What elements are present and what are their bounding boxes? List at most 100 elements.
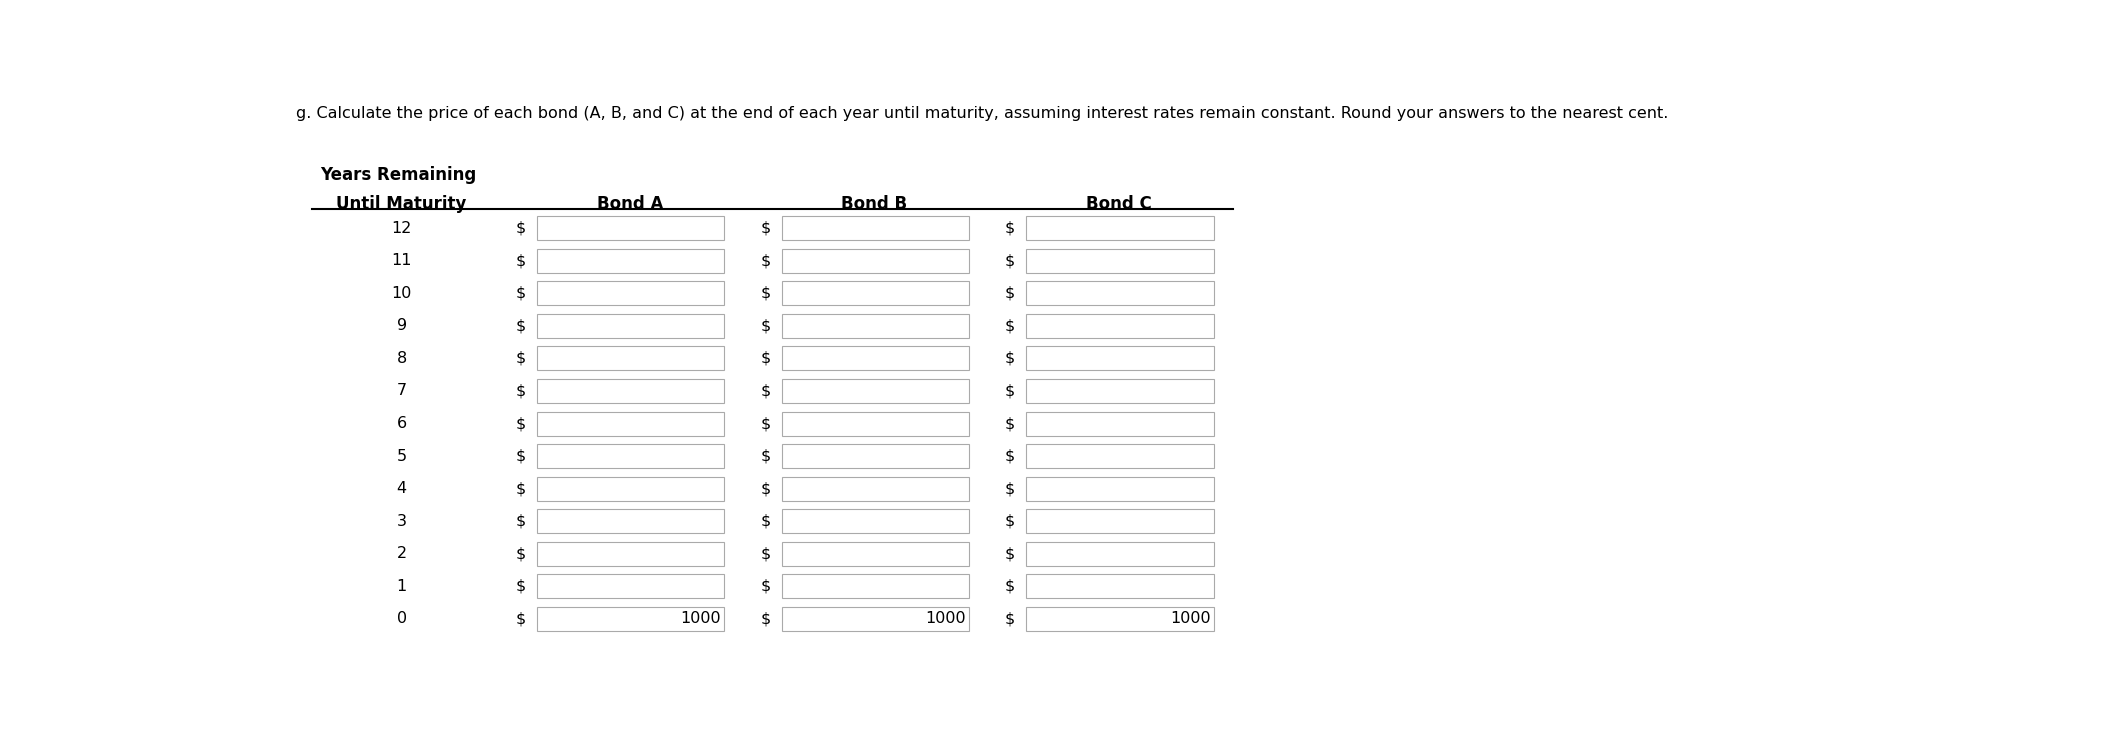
Text: $: $ <box>1006 611 1014 626</box>
FancyBboxPatch shape <box>781 509 970 533</box>
FancyBboxPatch shape <box>537 444 724 468</box>
Text: $: $ <box>1006 579 1014 594</box>
Text: $: $ <box>760 482 770 496</box>
FancyBboxPatch shape <box>1027 509 1214 533</box>
Text: 10: 10 <box>391 286 412 301</box>
Text: $: $ <box>1006 384 1014 398</box>
FancyBboxPatch shape <box>537 379 724 403</box>
FancyBboxPatch shape <box>537 509 724 533</box>
FancyBboxPatch shape <box>1027 347 1214 370</box>
Text: 7: 7 <box>396 384 406 398</box>
Text: 6: 6 <box>396 416 406 431</box>
Text: $: $ <box>515 611 526 626</box>
FancyBboxPatch shape <box>781 542 970 566</box>
Text: $: $ <box>1006 482 1014 496</box>
FancyBboxPatch shape <box>1027 542 1214 566</box>
Text: Until Maturity: Until Maturity <box>337 194 467 213</box>
Text: $: $ <box>1006 546 1014 562</box>
FancyBboxPatch shape <box>781 476 970 501</box>
Text: 4: 4 <box>396 482 406 496</box>
Text: $: $ <box>1006 318 1014 333</box>
Text: $: $ <box>515 351 526 366</box>
Text: $: $ <box>760 579 770 594</box>
Text: $: $ <box>760 286 770 301</box>
Text: $: $ <box>515 546 526 562</box>
FancyBboxPatch shape <box>1027 314 1214 338</box>
Text: $: $ <box>760 611 770 626</box>
Text: Bond C: Bond C <box>1086 194 1153 213</box>
FancyBboxPatch shape <box>537 542 724 566</box>
FancyBboxPatch shape <box>781 314 970 338</box>
Text: 9: 9 <box>396 318 406 333</box>
Text: g. Calculate the price of each bond (A, B, and C) at the end of each year until : g. Calculate the price of each bond (A, … <box>295 106 1668 121</box>
FancyBboxPatch shape <box>781 347 970 370</box>
Text: Years Remaining: Years Remaining <box>320 166 476 184</box>
FancyBboxPatch shape <box>537 412 724 436</box>
Text: 12: 12 <box>391 220 412 236</box>
Text: $: $ <box>1006 449 1014 464</box>
Text: 11: 11 <box>391 253 412 268</box>
Text: 3: 3 <box>396 513 406 529</box>
Text: $: $ <box>1006 220 1014 236</box>
Text: $: $ <box>515 318 526 333</box>
FancyBboxPatch shape <box>537 607 724 631</box>
FancyBboxPatch shape <box>1027 281 1214 305</box>
Text: $: $ <box>760 351 770 366</box>
Text: $: $ <box>515 482 526 496</box>
FancyBboxPatch shape <box>781 607 970 631</box>
Text: $: $ <box>760 318 770 333</box>
FancyBboxPatch shape <box>537 347 724 370</box>
Text: 1: 1 <box>396 579 406 594</box>
FancyBboxPatch shape <box>537 249 724 273</box>
FancyBboxPatch shape <box>1027 444 1214 468</box>
Text: $: $ <box>760 546 770 562</box>
FancyBboxPatch shape <box>1027 249 1214 273</box>
FancyBboxPatch shape <box>1027 607 1214 631</box>
Text: $: $ <box>515 449 526 464</box>
Text: Bond B: Bond B <box>842 194 907 213</box>
Text: 8: 8 <box>396 351 406 366</box>
FancyBboxPatch shape <box>1027 379 1214 403</box>
Text: $: $ <box>760 513 770 529</box>
Text: 1000: 1000 <box>926 611 966 626</box>
FancyBboxPatch shape <box>537 216 724 240</box>
Text: $: $ <box>760 253 770 268</box>
FancyBboxPatch shape <box>781 444 970 468</box>
Text: 2: 2 <box>396 546 406 562</box>
Text: $: $ <box>515 253 526 268</box>
FancyBboxPatch shape <box>537 314 724 338</box>
Text: $: $ <box>515 579 526 594</box>
Text: $: $ <box>515 220 526 236</box>
Text: $: $ <box>1006 286 1014 301</box>
Text: $: $ <box>515 286 526 301</box>
FancyBboxPatch shape <box>781 412 970 436</box>
Text: $: $ <box>760 449 770 464</box>
Text: $: $ <box>1006 513 1014 529</box>
Text: $: $ <box>760 416 770 431</box>
FancyBboxPatch shape <box>1027 476 1214 501</box>
Text: 1000: 1000 <box>1170 611 1210 626</box>
Text: $: $ <box>515 416 526 431</box>
Text: 1000: 1000 <box>680 611 722 626</box>
Text: $: $ <box>515 384 526 398</box>
Text: Bond A: Bond A <box>598 194 663 213</box>
FancyBboxPatch shape <box>1027 216 1214 240</box>
Text: $: $ <box>1006 416 1014 431</box>
Text: $: $ <box>515 513 526 529</box>
Text: $: $ <box>760 220 770 236</box>
FancyBboxPatch shape <box>781 249 970 273</box>
Text: $: $ <box>1006 253 1014 268</box>
FancyBboxPatch shape <box>781 574 970 598</box>
Text: $: $ <box>760 384 770 398</box>
FancyBboxPatch shape <box>1027 574 1214 598</box>
FancyBboxPatch shape <box>781 379 970 403</box>
Text: 0: 0 <box>396 611 406 626</box>
FancyBboxPatch shape <box>781 281 970 305</box>
FancyBboxPatch shape <box>537 281 724 305</box>
FancyBboxPatch shape <box>537 574 724 598</box>
Text: $: $ <box>1006 351 1014 366</box>
FancyBboxPatch shape <box>537 476 724 501</box>
FancyBboxPatch shape <box>781 216 970 240</box>
FancyBboxPatch shape <box>1027 412 1214 436</box>
Text: 5: 5 <box>396 449 406 464</box>
